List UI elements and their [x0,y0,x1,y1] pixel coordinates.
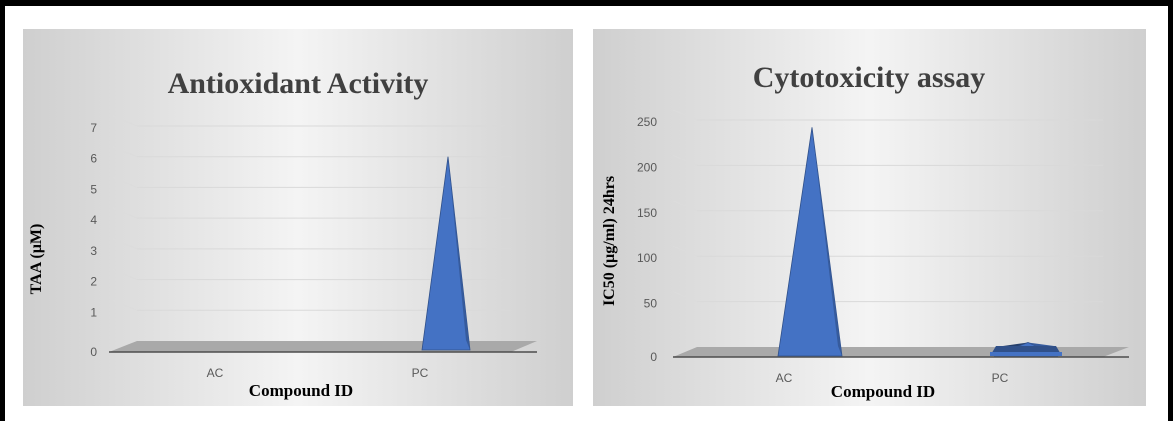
y-tick-label: 100 [637,251,657,265]
bar-slab-front [990,352,1062,356]
antioxidant-chart-panel: Antioxidant Activity TAA (µM) Compound I… [23,29,573,406]
y-tick-label: 150 [637,206,657,220]
y-tick-label: 2 [90,275,97,289]
y-tick-label: 0 [90,345,97,359]
bar-front-face [421,156,471,351]
x-axis-label: Compound ID [831,382,935,401]
chart-title: Antioxidant Activity [168,67,429,100]
gridline-depth [112,146,138,158]
gridline-depth [672,154,698,166]
x-tick-label: AC [776,371,793,385]
y-tick-label: 1 [90,305,97,319]
gridline-depth [672,291,698,303]
bar-right-face [812,127,842,356]
y-tick-label: 0 [650,350,657,364]
x-axis-label: Compound ID [249,381,353,400]
x-tick-label: AC [207,366,224,380]
gridline-depth [112,269,138,281]
y-tick-label: 3 [90,244,97,258]
cytotoxicity-chart: Cytotoxicity assay IC50 (µg/ml) 24hrs Co… [601,61,1129,401]
y-tick-label: 200 [637,160,657,174]
gridline-depth [672,200,698,212]
gridline-depth [112,299,138,311]
y-tick-label: 7 [90,121,97,135]
cytotoxicity-chart-panel: Cytotoxicity assay IC50 (µg/ml) 24hrs Co… [593,29,1146,406]
antioxidant-chart: Antioxidant Activity TAA (µM) Compound I… [28,67,537,400]
bar-right-face [448,156,470,350]
y-tick-label: 5 [90,182,97,196]
y-tick-label: 250 [637,115,657,129]
gridline-depth [112,176,138,188]
chart-floor [109,341,537,352]
chart-title: Cytotoxicity assay [753,61,985,94]
bar-front-face [777,127,843,357]
x-tick-label: PC [412,366,429,380]
y-tick-label: 50 [644,297,658,311]
y-axis-label: IC50 (µg/ml) 24hrs [601,176,618,306]
y-tick-label: 6 [90,152,97,166]
y-axis-label: TAA (µM) [28,224,45,295]
gridline-depth [112,115,138,127]
gridline-depth [112,207,138,219]
x-tick-label: PC [992,371,1009,385]
y-tick-label: 4 [90,213,97,227]
gridline-depth [112,238,138,250]
gridline-depth [672,109,698,121]
gridline-depth [672,245,698,257]
